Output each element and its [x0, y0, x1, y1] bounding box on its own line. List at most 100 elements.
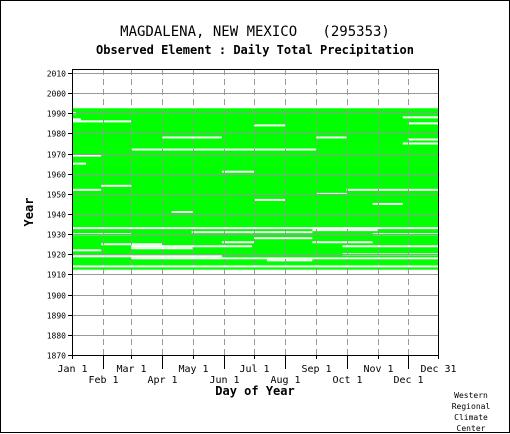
missing-segment: [221, 241, 254, 244]
credit-line-2: Regional: [451, 402, 491, 411]
missing-segment: [72, 118, 82, 121]
x-axis-label: Day of Year: [215, 384, 294, 398]
year-row-1978: [72, 136, 438, 139]
y-tick-label: 1940: [47, 211, 66, 220]
x-tick-label: Mar 1: [116, 364, 146, 375]
x-tick-label: Oct 1: [332, 375, 362, 386]
missing-segment: [191, 231, 313, 234]
missing-segment: [402, 142, 438, 145]
y-tick-label: 2010: [47, 70, 66, 79]
year-row-1949: [72, 194, 438, 198]
x-tick-label: Jan 1: [57, 364, 87, 375]
missing-segment: [72, 255, 222, 258]
missing-segment: [72, 227, 438, 230]
missing-segment: [221, 170, 254, 173]
x-tick-label: Aug 1: [270, 375, 300, 386]
y-tick-label: 1980: [47, 130, 66, 139]
missing-segment: [72, 249, 102, 252]
missing-segment: [253, 198, 286, 201]
missing-segment: [312, 241, 373, 244]
credit-line-4: Center: [456, 424, 486, 433]
year-row-1953: [72, 186, 438, 190]
y-tick-label: 1890: [47, 312, 66, 321]
year-row-1964: [72, 164, 438, 167]
y-axis-label: Year: [22, 198, 36, 227]
missing-segment: [131, 247, 193, 250]
missing-segment: [101, 184, 132, 187]
missing-segment: [72, 162, 87, 165]
year-row-1988: [72, 116, 438, 119]
credit-line-1: Western: [454, 391, 488, 400]
year-row-1913: [72, 267, 438, 270]
year-row-1958: [72, 176, 438, 180]
year-row-1943: [72, 206, 438, 210]
missing-segment: [162, 136, 222, 139]
credit-text: Western Regional Climate Center: [448, 390, 494, 434]
missing-segment: [253, 237, 313, 240]
year-row-1974: [72, 144, 438, 147]
missing-segment: [407, 138, 438, 141]
y-tick-label: 2000: [47, 90, 66, 99]
x-tick-label: Dec 31: [420, 364, 456, 375]
x-tick-label: Dec 1: [393, 375, 423, 386]
y-tick-label: 1930: [47, 231, 66, 240]
missing-segment: [72, 265, 438, 268]
y-tick-label: 1990: [47, 110, 66, 119]
year-row-1973: [72, 146, 438, 149]
year-row-1968: [72, 156, 438, 159]
x-tick-label: Jul 1: [239, 364, 269, 375]
missing-segment: [267, 259, 313, 262]
year-row-1983: [72, 126, 438, 129]
year-row-1944: [72, 204, 438, 208]
y-tick-label: 1920: [47, 251, 66, 260]
y-tick-label: 1910: [47, 271, 66, 280]
year-row-1929: [72, 235, 438, 238]
y-tick-label: 1870: [47, 352, 66, 361]
year-row-1938: [72, 217, 438, 220]
year-row-1959: [72, 174, 438, 178]
year-row-1948: [72, 196, 438, 200]
x-tick-label: Jun 1: [209, 375, 239, 386]
year-row-1934: [72, 225, 438, 228]
year-row-1924: [72, 245, 438, 248]
missing-segment: [402, 116, 438, 119]
missing-segment: [72, 120, 132, 123]
missing-segment: [372, 202, 403, 205]
chart-title: MAGDALENA, NEW MEXICO (295353): [120, 24, 390, 40]
plot-border: [72, 69, 439, 356]
missing-segment: [316, 136, 347, 139]
missing-segment: [171, 210, 193, 214]
missing-segment: [131, 257, 439, 260]
year-row-1954: [72, 184, 438, 188]
x-tick-label: Sep 1: [301, 364, 331, 375]
y-tick-label: 1900: [47, 292, 66, 301]
y-tick-label: 1950: [47, 191, 66, 200]
y-tick-label: 1970: [47, 151, 66, 160]
x-tick-label: May 1: [178, 364, 208, 375]
x-tick-label: Nov 1: [363, 364, 393, 375]
credit-line-3: Climate: [454, 413, 488, 422]
x-tick-label: Apr 1: [147, 375, 177, 386]
grid-layer: [72, 69, 438, 356]
missing-segment: [316, 192, 347, 195]
year-row-1989: [72, 114, 438, 117]
missing-segment: [131, 245, 252, 248]
axis-layer: 1870 1880 1890 1900 1910 1920 1930 1940 1950 1960…: [47, 70, 457, 387]
y-tick-label: 1880: [47, 332, 66, 341]
year-row-1969: [72, 154, 438, 157]
year-row-1923: [72, 247, 438, 250]
x-tick-label: Feb 1: [88, 375, 118, 386]
chart-subtitle: Observed Element : Daily Total Precipita…: [96, 43, 414, 57]
missing-segment: [131, 148, 317, 151]
year-row-1939: [72, 215, 438, 218]
missing-segment: [253, 124, 286, 127]
y-tick-label: 1960: [47, 171, 66, 180]
missing-segment: [342, 245, 438, 248]
missing-segment: [407, 122, 438, 125]
missing-segment: [312, 229, 378, 232]
year-row-1963: [72, 166, 438, 169]
missing-segment: [346, 188, 438, 191]
missing-segment: [72, 188, 102, 191]
year-row-1919: [72, 255, 438, 258]
